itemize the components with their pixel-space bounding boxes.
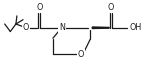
Polygon shape <box>92 27 109 29</box>
Text: O: O <box>36 3 43 12</box>
Text: O: O <box>77 50 84 59</box>
Text: N: N <box>59 23 65 32</box>
Text: O: O <box>23 23 29 32</box>
Text: OH: OH <box>129 23 142 32</box>
Text: O: O <box>107 3 114 12</box>
